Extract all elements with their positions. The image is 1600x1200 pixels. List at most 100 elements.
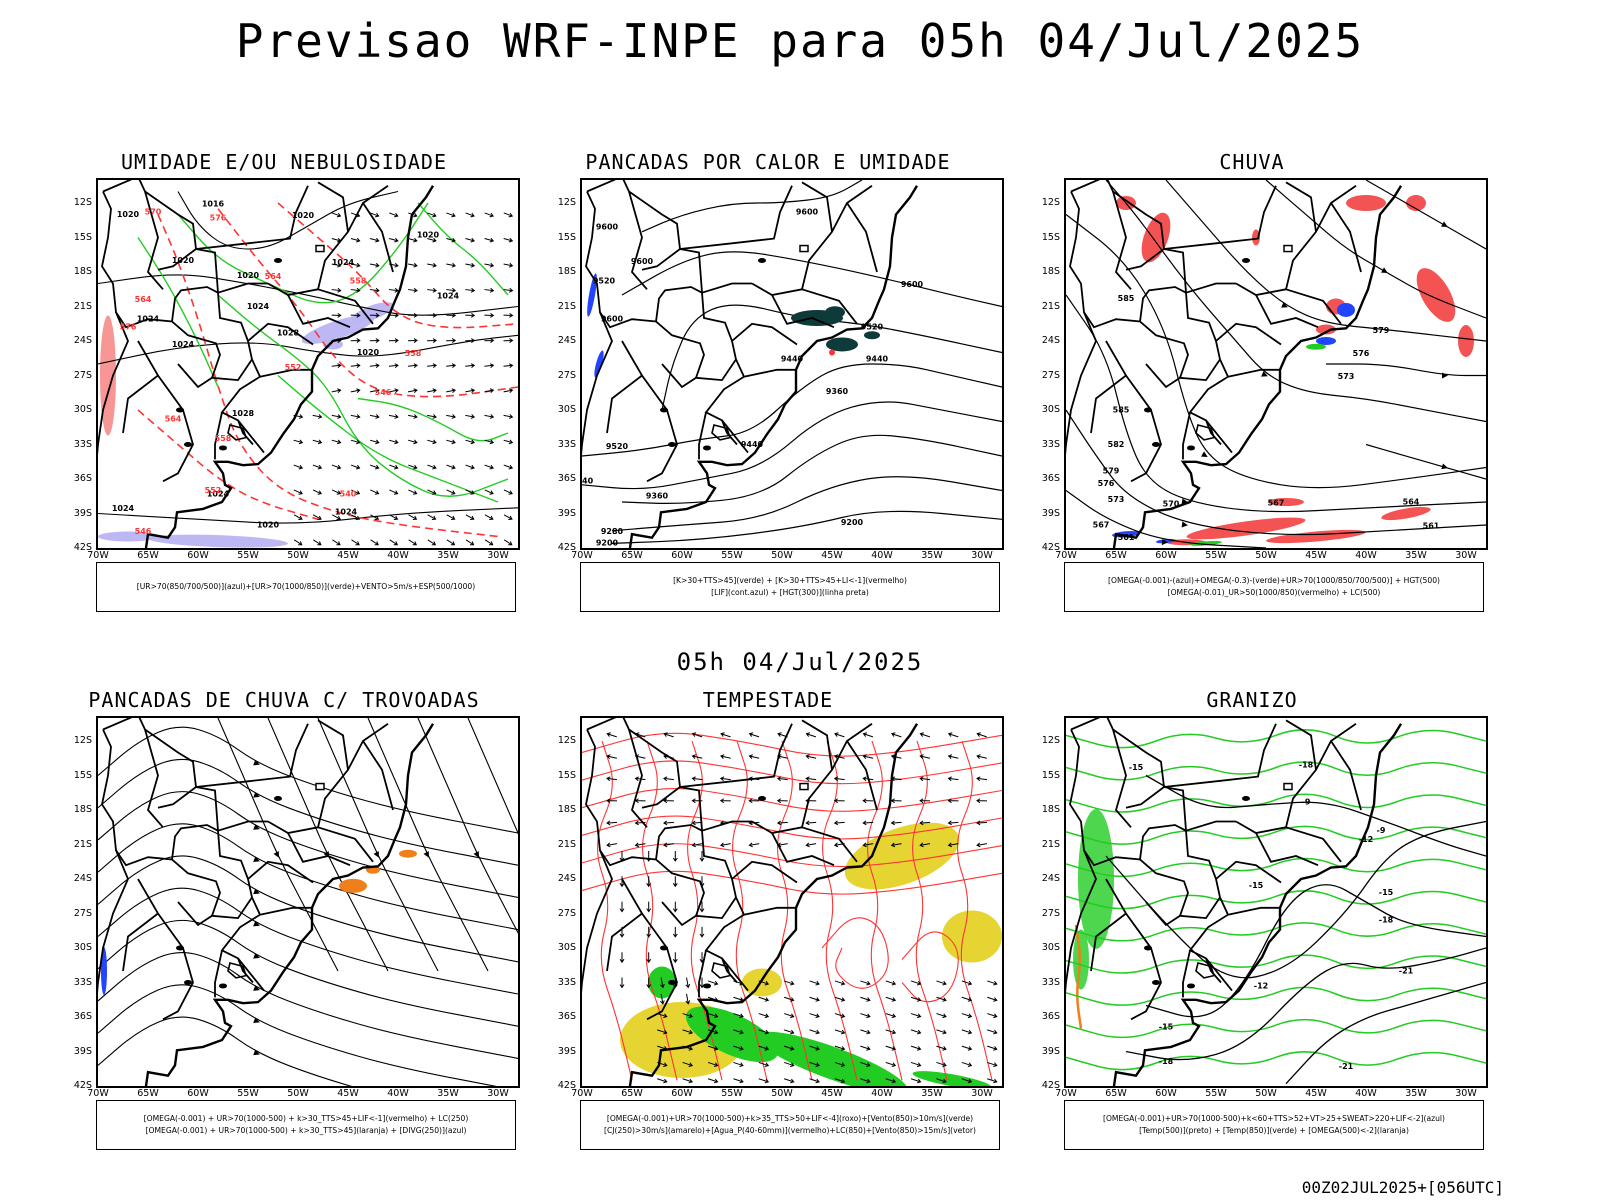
wind-arrow [748, 754, 760, 759]
stream-arrow [273, 851, 279, 858]
contour-label: 573 [1338, 372, 1355, 381]
wind-arrow [987, 1029, 998, 1035]
wind-arrow [834, 1045, 846, 1051]
wind-arrow [987, 996, 998, 1002]
lon-tick-label: 35W [921, 1088, 943, 1099]
lat-tick-label: 12S [1041, 197, 1060, 208]
lat-tick-label: 21S [73, 838, 92, 850]
lat-tick-label: 15S [73, 231, 92, 243]
wind-vectors [606, 732, 988, 848]
wind-arrow [408, 464, 418, 470]
convection-area [826, 337, 858, 352]
wind-arrow [910, 1061, 922, 1068]
state-border [214, 950, 223, 998]
wind-arrow [350, 489, 361, 495]
contour-label: -15 [1159, 1023, 1174, 1032]
wind-arrow [862, 820, 874, 826]
contour-label: -12 [1254, 981, 1268, 990]
wind-arrow [833, 798, 845, 804]
wind-arrow [976, 798, 988, 804]
contour-label: 1024 [172, 340, 195, 349]
wind-arrow [331, 414, 342, 419]
lake-mark [176, 407, 184, 413]
wind-arrow [408, 489, 418, 495]
state-border [1285, 826, 1342, 863]
wind-arrow [606, 754, 617, 759]
wind-arrow [446, 439, 456, 445]
lon-tick-label: 45W [821, 550, 843, 561]
state-border [1188, 359, 1233, 454]
state-border [586, 718, 737, 898]
state-border [701, 282, 752, 294]
streamline [1165, 180, 1486, 342]
wind-arrow [427, 287, 437, 293]
wind-arrow [719, 798, 731, 804]
political-borders [98, 180, 435, 548]
lake-mark [1152, 442, 1160, 447]
lake-mark [184, 442, 192, 447]
divergence-blue-area [101, 947, 107, 995]
wind-green-area [912, 1071, 992, 1086]
humidity-green-contour [177, 202, 429, 304]
state-border [1182, 950, 1191, 998]
wind-arrow [947, 732, 959, 738]
lon-tick-label: 70W [571, 1088, 593, 1099]
stream-arrow [373, 851, 379, 858]
wind-arrow [389, 514, 399, 520]
wind-arrow [331, 212, 342, 218]
wind-arrow [885, 1013, 897, 1019]
wind-arrow [427, 514, 437, 520]
wind-arrow [606, 842, 618, 848]
lon-tick-label: 45W [337, 550, 359, 561]
state-border [661, 901, 697, 927]
wind-arrow [312, 414, 323, 419]
contour-label: -18 [1299, 760, 1314, 769]
state-border [1227, 368, 1280, 378]
wind-arrow [484, 388, 495, 394]
lc850-red-streamline [821, 917, 889, 989]
state-border [259, 906, 312, 916]
lat-tick-label: 42S [73, 1080, 92, 1091]
lat-tick-label: 30S [557, 404, 576, 415]
contour-label: 9600 [596, 222, 619, 231]
contour-label: 9360 [826, 387, 849, 396]
contour-label: 564 [265, 272, 282, 281]
temp850-green-contour [1066, 857, 1486, 878]
wind-arrow [388, 287, 399, 293]
state-border [317, 719, 349, 770]
state-border [287, 832, 351, 867]
lon-tick-label: 40W [871, 550, 893, 561]
wind-arrow [465, 338, 476, 343]
wind-arrow [707, 1078, 719, 1084]
wind-arrow [606, 776, 618, 782]
lon-tick-label: 35W [921, 550, 943, 561]
lon-tick-label: 70W [87, 1088, 109, 1099]
streamline [1365, 443, 1486, 480]
state-border [679, 723, 793, 788]
state-border [247, 860, 314, 884]
wind-arrow [427, 489, 437, 495]
state-border [1139, 824, 1187, 860]
lake-mark [274, 258, 282, 263]
federal-district [799, 782, 809, 791]
wind-arrow [465, 539, 475, 546]
state-border [102, 180, 253, 360]
humidity-blue-area [98, 531, 158, 542]
wind-arrow [646, 876, 652, 888]
lat-tick-label: 27S [557, 907, 576, 919]
streamline [98, 726, 518, 834]
state-border [217, 820, 268, 832]
wind-arrow [657, 1029, 668, 1035]
lat-tick-label: 30S [73, 404, 92, 415]
rain-red-area [1406, 195, 1426, 211]
state-border [1205, 419, 1222, 446]
legend-line-2: [LIF](cont.azul) + [HGT(300)](linha pret… [711, 588, 869, 597]
jet-yellow-area [942, 910, 1002, 963]
wind-arrow [809, 1013, 820, 1019]
streamline [661, 304, 1002, 411]
state-border [1285, 288, 1342, 325]
streamline [98, 887, 518, 995]
wind-arrow [331, 262, 342, 268]
federal-district [799, 244, 809, 253]
lon-tick-label: 50W [1255, 550, 1277, 561]
